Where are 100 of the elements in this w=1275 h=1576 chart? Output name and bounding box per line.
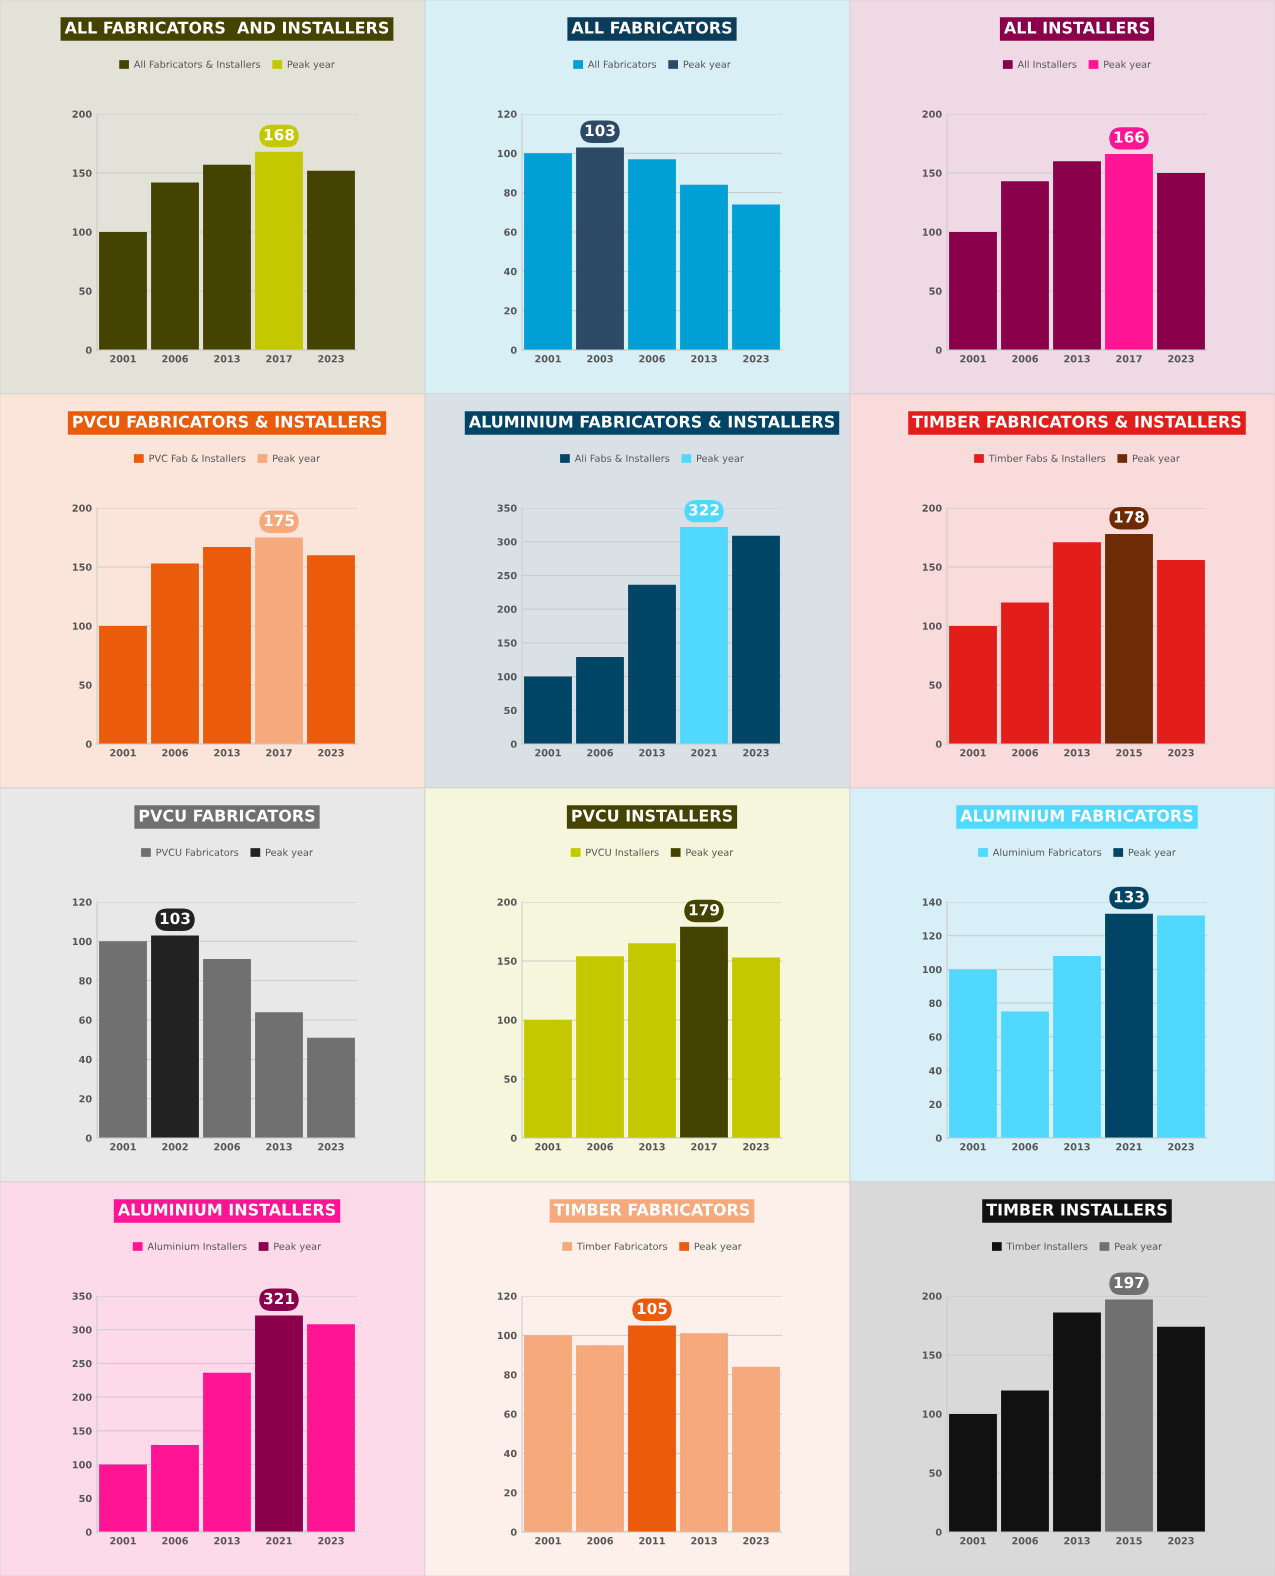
data-label: 197 (1114, 1276, 1144, 1289)
bar (949, 626, 997, 744)
bar (203, 1372, 251, 1532)
bar (524, 676, 572, 744)
y-tick-label: 150 (922, 169, 942, 177)
data-label: 178 (1114, 511, 1144, 523)
x-tick-label: 2006 (162, 749, 189, 757)
data-label: 175 (264, 514, 294, 527)
bar (524, 1335, 572, 1532)
y-tick-label: 20 (79, 1095, 92, 1103)
bar (680, 526, 728, 744)
y-tick-label: 60 (929, 1033, 942, 1041)
bar (151, 1445, 199, 1532)
bar (1001, 1390, 1049, 1532)
legend-label: PVCU Fabricators (156, 848, 239, 856)
data-label: 168 (264, 128, 294, 141)
y-tick-label: 50 (929, 681, 942, 689)
y-tick-label: 150 (922, 563, 942, 571)
x-tick-label: 2013 (1064, 749, 1090, 757)
y-tick-label: 60 (504, 1410, 517, 1418)
y-tick-label: 100 (922, 228, 942, 236)
y-tick-label: 150 (922, 1351, 942, 1359)
y-tick-label: 0 (510, 1528, 517, 1536)
x-tick-label: 2001 (110, 1143, 136, 1151)
legend-label: PVCU Installers (586, 848, 659, 856)
x-tick-label: 2013 (214, 1537, 240, 1545)
y-tick-label: 100 (497, 1016, 517, 1024)
bar (1001, 602, 1049, 744)
x-tick-label: 2023 (1168, 355, 1194, 363)
y-tick-label: 300 (72, 1326, 92, 1334)
x-tick-label: 2006 (162, 355, 189, 363)
bar (732, 535, 780, 744)
bar (307, 170, 355, 350)
bar (732, 204, 780, 350)
y-tick-label: 200 (497, 898, 517, 906)
x-tick-label: 2006 (162, 1537, 189, 1545)
y-tick-label: 100 (72, 1461, 92, 1469)
x-tick-label: 2006 (214, 1143, 241, 1151)
chart-title: PVCU INSTALLERS (572, 809, 732, 822)
x-tick-label: 2021 (691, 749, 717, 757)
y-tick-label: 120 (497, 110, 517, 118)
y-tick-label: 100 (922, 1410, 942, 1418)
x-tick-label: 2001 (110, 1537, 136, 1545)
y-tick-label: 50 (504, 1075, 517, 1083)
x-tick-label: 2017 (266, 749, 292, 757)
x-tick-label: 2013 (214, 355, 240, 363)
data-label: 322 (689, 504, 719, 516)
x-tick-label: 2001 (110, 355, 136, 363)
x-tick-label: 2002 (162, 1143, 188, 1151)
legend-label: Timber Fabs & Installers (988, 454, 1106, 462)
bar (576, 1345, 624, 1532)
legend-label: Timber Installers (1006, 1242, 1088, 1250)
bar (255, 1012, 303, 1138)
legend-label: Aluminium Installers (147, 1242, 247, 1250)
x-tick-label: 2023 (318, 749, 344, 757)
legend-label: Peak year (287, 60, 335, 70)
y-tick-label: 0 (85, 1134, 92, 1142)
bar (680, 1333, 728, 1532)
y-tick-label: 200 (497, 605, 517, 613)
x-tick-label: 2023 (743, 355, 769, 363)
data-label: 133 (1114, 890, 1144, 903)
legend-label: Aluminium Fabricators (992, 848, 1102, 856)
y-tick-label: 300 (497, 538, 517, 546)
x-tick-label: 2006 (1012, 749, 1039, 757)
legend-label: Timber Fabricators (576, 1242, 668, 1250)
y-tick-label: 100 (72, 622, 92, 630)
bar (732, 957, 780, 1138)
bar (1053, 1312, 1101, 1532)
x-tick-label: 2023 (1168, 1537, 1194, 1545)
legend-label: Ali Fabs & Installers (574, 454, 670, 462)
y-tick-label: 0 (510, 1134, 517, 1142)
y-tick-label: 0 (85, 1528, 92, 1536)
y-tick-label: 40 (79, 1055, 92, 1064)
bar (1053, 955, 1101, 1138)
y-tick-label: 80 (504, 189, 517, 197)
x-tick-label: 2023 (743, 749, 769, 757)
bar (1001, 1011, 1049, 1138)
x-tick-label: 2023 (1168, 749, 1194, 757)
data-label: 179 (689, 903, 719, 916)
x-tick-label: 2013 (691, 1537, 717, 1545)
data-label: 166 (1114, 131, 1145, 143)
x-tick-label: 2017 (266, 355, 292, 363)
bar (203, 959, 251, 1138)
x-tick-label: 2017 (691, 1143, 717, 1151)
y-tick-label: 40 (929, 1067, 942, 1075)
legend-label: All Installers (1017, 60, 1077, 68)
y-tick-label: 200 (922, 1292, 942, 1300)
x-tick-label: 2013 (1064, 1143, 1090, 1151)
chart-title: ALUMINIUM INSTALLERS (117, 1203, 336, 1216)
bar (1157, 915, 1205, 1138)
y-tick-label: 100 (72, 937, 92, 946)
x-tick-label: 2015 (1116, 1537, 1142, 1545)
y-tick-label: 50 (79, 681, 92, 689)
y-tick-label: 100 (497, 149, 517, 158)
y-tick-label: 0 (510, 740, 517, 748)
data-label: 321 (264, 1292, 294, 1305)
y-tick-label: 150 (72, 1427, 92, 1435)
y-tick-label: 20 (929, 1100, 942, 1109)
x-tick-label: 2013 (691, 355, 717, 363)
bar (203, 164, 251, 350)
